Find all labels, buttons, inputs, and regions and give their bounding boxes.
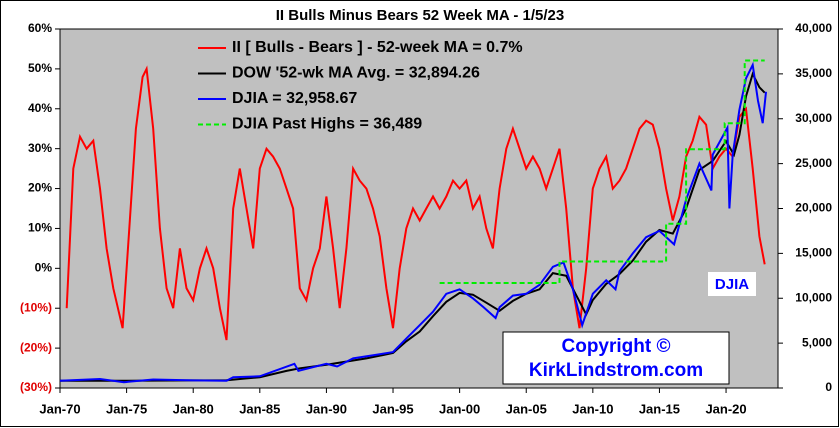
y-tick-label: 0%: [35, 261, 53, 275]
y-tick-label: 30%: [28, 141, 52, 155]
series-line: [59, 61, 767, 384]
legend-label: DJIA = 32,958.67: [232, 90, 357, 107]
y2-tick-label: 40,000: [795, 21, 832, 35]
x-tick-label: Jan-75: [106, 401, 147, 416]
y-tick-label: 10%: [28, 221, 52, 235]
y-tick-label: (20%): [20, 340, 52, 354]
y2-tick-label: 35,000: [795, 66, 832, 80]
x-tick-label: Jan-85: [239, 401, 280, 416]
legend-label: DOW '52-wk MA Avg. = 32,894.26: [232, 65, 480, 82]
legend-label: DJIA Past Highs = 36,489: [232, 116, 422, 133]
legend-label: II [ Bulls - Bears ] - 52-week MA = 0.7%: [232, 39, 523, 56]
y-tick-label: 60%: [28, 21, 52, 35]
y2-tick-label: 5,000: [802, 335, 832, 349]
y-tick-label: 40%: [28, 101, 52, 115]
copyright-box: [502, 331, 730, 385]
y2-tick-label: 25,000: [795, 156, 832, 170]
y2-tick-label: 20,000: [795, 201, 832, 215]
x-tick-label: Jan-95: [372, 401, 413, 416]
chart-title: II Bulls Minus Bears 52 Week MA - 1/5/23: [276, 7, 564, 24]
y2-tick-label: 10,000: [795, 290, 832, 304]
x-tick-label: Jan-20: [705, 401, 746, 416]
x-tick-label: Jan-00: [439, 401, 480, 416]
y-tick-label: (10%): [20, 300, 52, 314]
y-tick-label: (30%): [20, 380, 52, 394]
plot-area: [59, 28, 779, 389]
series-line: [439, 59, 765, 284]
y2-tick-label: 30,000: [795, 111, 832, 125]
x-tick-label: Jan-15: [639, 401, 680, 416]
copyright-site: KirkLindstrom.com: [529, 360, 703, 381]
y-tick-label: 50%: [28, 61, 52, 75]
series-line: [65, 65, 766, 341]
y2-tick-label: 15,000: [795, 246, 832, 260]
x-tick-label: Jan-05: [506, 401, 547, 416]
djia-label-box: [708, 272, 756, 296]
y2-tick-label: 0: [825, 380, 832, 394]
copyright-line: Copyright ©: [562, 336, 671, 357]
x-tick-label: Jan-90: [306, 401, 347, 416]
x-tick-label: Jan-70: [39, 401, 80, 416]
y-tick-label: 20%: [28, 181, 52, 195]
x-tick-label: Jan-80: [173, 401, 214, 416]
djia-label: DJIA: [715, 276, 749, 293]
x-tick-label: Jan-10: [572, 401, 613, 416]
